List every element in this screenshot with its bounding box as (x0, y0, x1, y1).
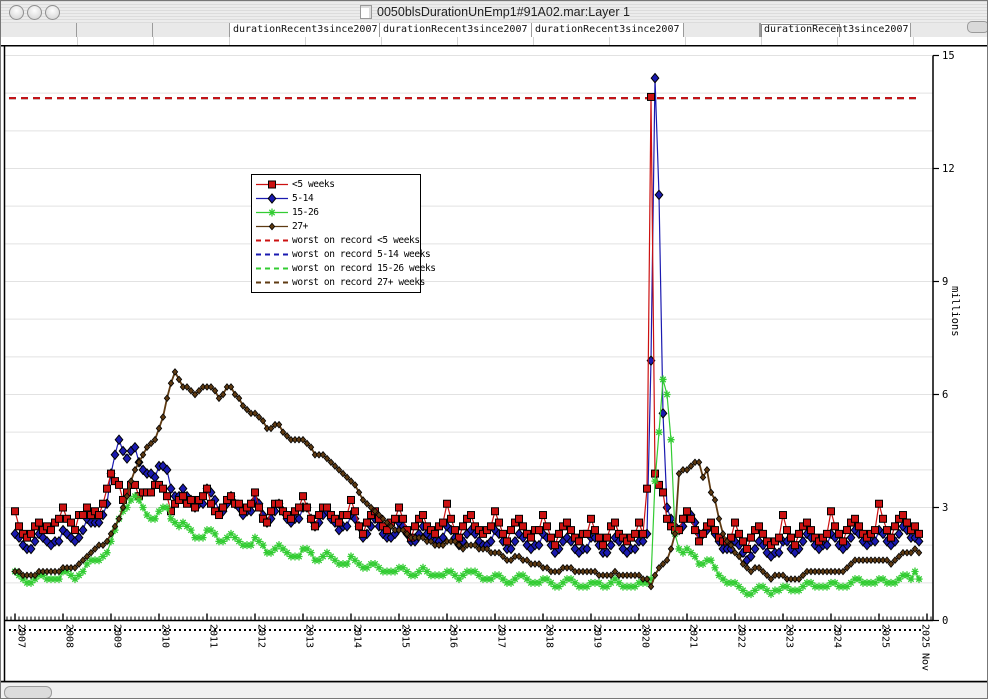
plot-frame (1, 44, 987, 683)
horizontal-scrollbar-thumb-top[interactable] (967, 21, 987, 33)
column-header-row: durationRecent3since2007 durationRecent3… (1, 23, 987, 38)
svg-text:2007: 2007 (16, 624, 27, 648)
svg-text:2015: 2015 (400, 624, 411, 648)
gridlines (5, 55, 933, 584)
svg-text:2024: 2024 (832, 624, 843, 648)
series-27- (11, 368, 923, 591)
x-axis (4, 613, 933, 631)
svg-text:3: 3 (942, 502, 948, 514)
column-divider (229, 37, 230, 45)
legend-entry-label: worst on record 5-14 weeks (292, 248, 431, 260)
column-divider (381, 37, 382, 45)
svg-text:2022: 2022 (736, 624, 747, 648)
svg-text:2021: 2021 (688, 624, 699, 648)
svg-text:12: 12 (942, 163, 955, 175)
column-header-tab-selected[interactable]: durationRecent3since2007 (760, 23, 911, 37)
svg-text:2008: 2008 (64, 624, 75, 648)
legend-marker-icon (256, 193, 288, 205)
svg-text:2010: 2010 (160, 624, 171, 648)
series--5-weeks (11, 92, 923, 553)
legend-entry-label: worst on record <5 weeks (292, 235, 420, 246)
legend-entry: worst on record <5 weeks (252, 234, 420, 248)
svg-text:15: 15 (942, 50, 955, 62)
legend-entry: 15-26 (252, 206, 420, 220)
x-axis-labels: 2007 2008 2009 2010 2011 2012 2013 2014 2015 2016… (16, 624, 931, 671)
column-divider (152, 23, 153, 37)
horizontal-scrollbar-thumb[interactable] (4, 686, 52, 698)
sub-header-row (1, 37, 987, 45)
column-divider (76, 23, 77, 37)
legend-entry: worst on record 27+ weeks (252, 275, 425, 289)
column-divider (685, 37, 686, 45)
column-divider (837, 37, 838, 45)
legend-dashed-line-icon (256, 253, 288, 256)
legend-entry-label: 15-26 (292, 207, 319, 219)
svg-text:0: 0 (942, 615, 948, 627)
chart-legend: <5 weeks 5-14 15-26 27+ worst on record <5 w… (251, 174, 436, 293)
minimize-button-icon[interactable] (27, 5, 42, 20)
legend-entry: <5 weeks (252, 178, 420, 192)
svg-text:6: 6 (942, 389, 948, 401)
column-divider (913, 37, 914, 45)
legend-dashed-line-icon (256, 267, 288, 270)
legend-entry-label: worst on record 27+ weeks (292, 276, 425, 288)
svg-text:2018: 2018 (544, 624, 555, 648)
document-icon (360, 5, 373, 19)
series-15-26 (11, 375, 923, 599)
column-divider (609, 37, 610, 45)
svg-text:2020: 2020 (640, 624, 651, 648)
column-divider (761, 37, 762, 45)
svg-text:2019: 2019 (592, 624, 603, 648)
svg-text:2011: 2011 (208, 624, 219, 648)
column-divider (305, 37, 306, 45)
legend-entry-label: 27+ (292, 221, 308, 233)
svg-text:2009: 2009 (112, 624, 123, 648)
y-axis-title: millions (949, 286, 961, 337)
legend-dashed-line-icon (256, 239, 288, 242)
zoom-button-icon[interactable] (45, 5, 60, 20)
legend-entry-label: worst on record 15-26 weeks (292, 262, 436, 274)
column-divider (153, 37, 154, 45)
svg-text:9: 9 (942, 276, 948, 288)
legend-entry: 5-14 (252, 192, 420, 206)
close-button-icon[interactable] (9, 5, 24, 20)
y-axis: 0 3 6 9 12 15 millions (932, 50, 961, 627)
svg-text:2025: 2025 (920, 624, 931, 648)
legend-entry: worst on record 15-26 weeks (252, 261, 436, 275)
svg-text:2012: 2012 (256, 624, 267, 648)
column-divider (457, 37, 458, 45)
column-divider (759, 23, 760, 37)
svg-text:2014: 2014 (352, 624, 363, 648)
legend-marker-icon (256, 222, 288, 231)
svg-text:2016: 2016 (448, 624, 459, 648)
svg-text:2025: 2025 (880, 624, 891, 648)
column-divider (77, 37, 78, 45)
legend-marker-icon (256, 208, 288, 217)
legend-entry: 27+ (252, 220, 420, 234)
bottom-scrollbar-track[interactable] (1, 682, 987, 698)
column-divider (533, 37, 534, 45)
svg-text:2023: 2023 (784, 624, 795, 648)
legend-entry-label: 5-14 (292, 193, 314, 205)
column-header-tab[interactable]: durationRecent3since2007 (531, 23, 684, 37)
svg-text:2017: 2017 (496, 624, 507, 648)
window-titlebar[interactable]: 0050blsDurationUnEmp1#91A02.mar:Layer 1 (1, 1, 987, 24)
column-header-tab[interactable]: durationRecent3since2007 (229, 23, 380, 37)
legend-entry: worst on record 5-14 weeks (252, 247, 431, 261)
legend-entry-label: <5 weeks (292, 179, 335, 191)
window-title: 0050blsDurationUnEmp1#91A02.mar:Layer 1 (377, 5, 630, 19)
svg-text:2013: 2013 (304, 624, 315, 648)
column-header-tab[interactable]: durationRecent3since2007 (379, 23, 532, 37)
legend-dashed-line-icon (256, 281, 288, 284)
svg-text:Nov: Nov (920, 653, 931, 671)
legend-marker-icon (256, 180, 288, 189)
